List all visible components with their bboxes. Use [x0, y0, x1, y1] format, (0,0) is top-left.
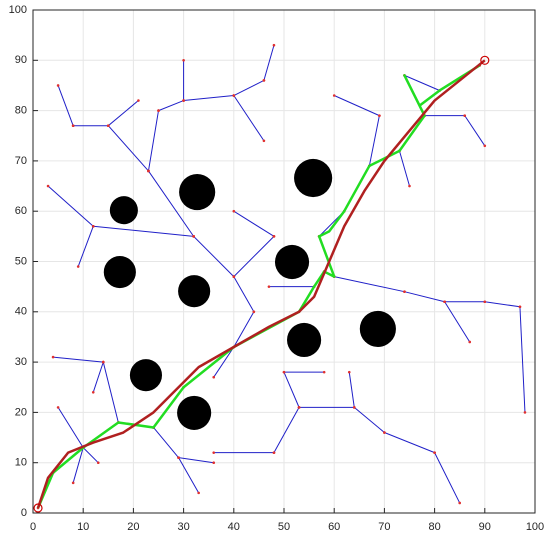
tree-node	[46, 184, 50, 188]
tree-node	[212, 451, 216, 454]
x-tick-label: 40	[228, 521, 240, 533]
tree-node	[347, 370, 351, 374]
x-tick-label: 80	[428, 521, 440, 533]
tree-node	[383, 431, 386, 434]
obstacle	[287, 322, 322, 358]
tree-node	[252, 310, 256, 314]
x-tick-label: 30	[177, 521, 189, 533]
endpoint-marker	[480, 55, 490, 65]
x-tick-label: 20	[127, 521, 139, 533]
tree-node	[177, 456, 180, 459]
obstacle	[359, 310, 396, 347]
x-tick-label: 50	[278, 521, 290, 533]
obstacle	[103, 255, 136, 289]
tree-node	[272, 43, 276, 47]
x-tick-label: 90	[479, 521, 491, 533]
tree-node	[56, 406, 60, 409]
plot-border	[32, 9, 536, 514]
tree-node	[262, 79, 266, 82]
tree-node	[378, 114, 381, 117]
y-tick-label: 90	[15, 54, 27, 66]
y-tick-label: 20	[15, 406, 27, 418]
y-tick-label: 10	[15, 457, 27, 469]
tree-node	[272, 451, 276, 454]
tree-node	[272, 235, 276, 238]
obstacle	[109, 196, 138, 225]
obstacle	[129, 359, 163, 392]
tree-node	[483, 300, 487, 304]
tree-node	[267, 285, 271, 288]
tree-node	[403, 290, 406, 293]
path-line	[36, 64, 481, 509]
endpoint-marker	[33, 503, 43, 513]
tree-node	[232, 209, 236, 213]
tree-node	[91, 224, 95, 228]
tree-node	[523, 411, 527, 414]
tree-node	[518, 305, 522, 309]
tree-node	[352, 406, 356, 409]
y-tick-label: 0	[21, 507, 27, 519]
tree-node	[483, 144, 487, 148]
tree-node	[282, 370, 286, 374]
tree-node	[232, 94, 236, 97]
tree-node	[192, 235, 195, 238]
y-tick-label: 60	[15, 205, 27, 217]
y-tick-label: 70	[15, 155, 27, 167]
obstacle	[178, 275, 211, 308]
y-tick-label: 30	[15, 356, 27, 368]
obstacle	[294, 158, 333, 198]
obstacle	[177, 395, 212, 430]
tree-node	[147, 169, 150, 173]
tree-node	[56, 84, 60, 87]
x-tick-label: 60	[328, 521, 340, 533]
path-line	[36, 59, 486, 509]
tree-node	[332, 94, 336, 97]
tree-node	[96, 461, 100, 465]
x-tick-label: 100	[526, 521, 544, 533]
tree-node	[51, 355, 55, 359]
tree-node	[182, 99, 185, 102]
x-tick-label: 70	[378, 521, 390, 533]
tree-node	[101, 360, 105, 364]
tree-node	[76, 265, 80, 268]
tree-node	[232, 275, 236, 278]
tree-node	[157, 109, 160, 112]
y-tick-label: 40	[15, 306, 27, 318]
tree-node	[107, 124, 110, 127]
tree-node	[468, 340, 472, 344]
tree-node	[322, 370, 326, 374]
y-tick-label: 100	[9, 4, 27, 16]
tree-node	[212, 375, 216, 379]
tree-node	[463, 114, 467, 117]
tree-node	[71, 124, 75, 127]
obstacle	[274, 244, 310, 280]
y-tick-label: 80	[15, 105, 27, 117]
tree-node	[443, 300, 446, 304]
tree-node	[408, 184, 411, 188]
tree-node	[137, 99, 140, 102]
tree-node	[71, 481, 75, 485]
tree-node	[458, 501, 462, 505]
y-tick-label: 50	[15, 255, 27, 267]
x-tick-label: 0	[30, 521, 36, 533]
tree-node	[212, 461, 216, 465]
tree-node	[197, 491, 200, 495]
tree-node	[91, 390, 95, 394]
tree-node	[262, 139, 266, 143]
tree-node	[433, 451, 436, 454]
x-tick-label: 10	[77, 521, 89, 533]
obstacle	[179, 174, 216, 211]
tree-node	[297, 406, 301, 409]
tree-node	[182, 59, 185, 62]
